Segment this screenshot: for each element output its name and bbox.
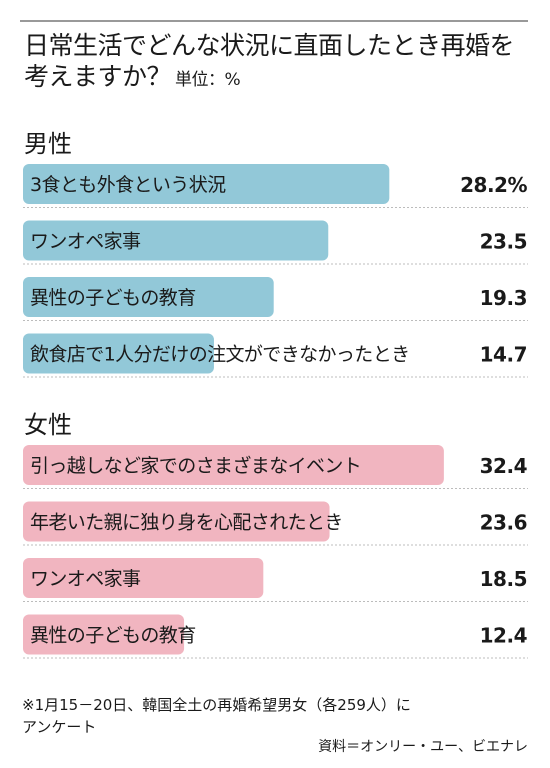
category-label-male-2: ワンオペ家事 — [30, 231, 141, 253]
bar-female-3 — [23, 558, 264, 598]
chart-title: 日常生活でどんな状況に直面したとき再婚を 考えますか？ 単位：% — [24, 30, 534, 96]
value-label-female-1: 32.4 — [480, 454, 527, 478]
footnote: ※1月15－20日、韓国全土の再婚希望男女（各259人）に アンケート — [22, 694, 522, 738]
section-label-male: 男性 — [24, 130, 72, 158]
category-label-female-2: 年老いた親に独り身を心配されたとき — [30, 512, 343, 534]
bar-chart: 3食とも外食という状況 28.2% ワンオペ家事 23.5 異性の子どもの教育 19.3 飲… — [23, 164, 528, 659]
footnote-line-1: ※1月15－20日、韓国全土の再婚希望男女（各259人）に — [22, 696, 411, 714]
top-rule — [20, 20, 528, 22]
value-label-male-4: 14.7 — [480, 343, 527, 367]
bar-male-3 — [23, 277, 274, 317]
bar-female-2 — [23, 501, 330, 542]
bar-male-1 — [23, 164, 390, 204]
value-label-female-2: 23.6 — [480, 511, 527, 535]
footnote-line-2: アンケート — [22, 718, 97, 736]
title-line-2-text: 考えますか？ — [24, 62, 172, 91]
title-line-1: 日常生活でどんな状況に直面したとき再婚を — [24, 31, 515, 60]
value-label-male-3: 19.3 — [480, 286, 527, 310]
value-label-female-4: 12.4 — [480, 624, 527, 648]
category-label-female-3: ワンオペ家事 — [30, 568, 141, 590]
category-label-male-1: 3食とも外食という状況 — [30, 174, 226, 196]
category-label-female-1: 引っ越しなど家でのさまざまなイベント — [30, 454, 361, 477]
source-credit: 資料＝オンリー・ユー、ビエナレ — [318, 739, 528, 755]
value-label-female-3: 18.5 — [480, 567, 527, 591]
title-line-2: 考えますか？ 単位：% — [24, 61, 534, 96]
bar-male-2 — [23, 220, 329, 261]
category-label-male-4: 飲食店で1人分だけの注文ができなかったとき — [30, 344, 410, 366]
unit-label: 単位：% — [175, 70, 241, 90]
category-label-female-4: 異性の子どもの教育 — [30, 625, 196, 647]
value-label-male-1: 28.2% — [460, 173, 527, 197]
section-label-female: 女性 — [24, 411, 72, 439]
bar-male-4 — [23, 333, 214, 374]
value-label-male-2: 23.5 — [480, 230, 527, 254]
category-label-male-3: 異性の子どもの教育 — [30, 287, 196, 309]
bar-female-4 — [23, 614, 185, 655]
bar-female-1 — [23, 445, 444, 485]
